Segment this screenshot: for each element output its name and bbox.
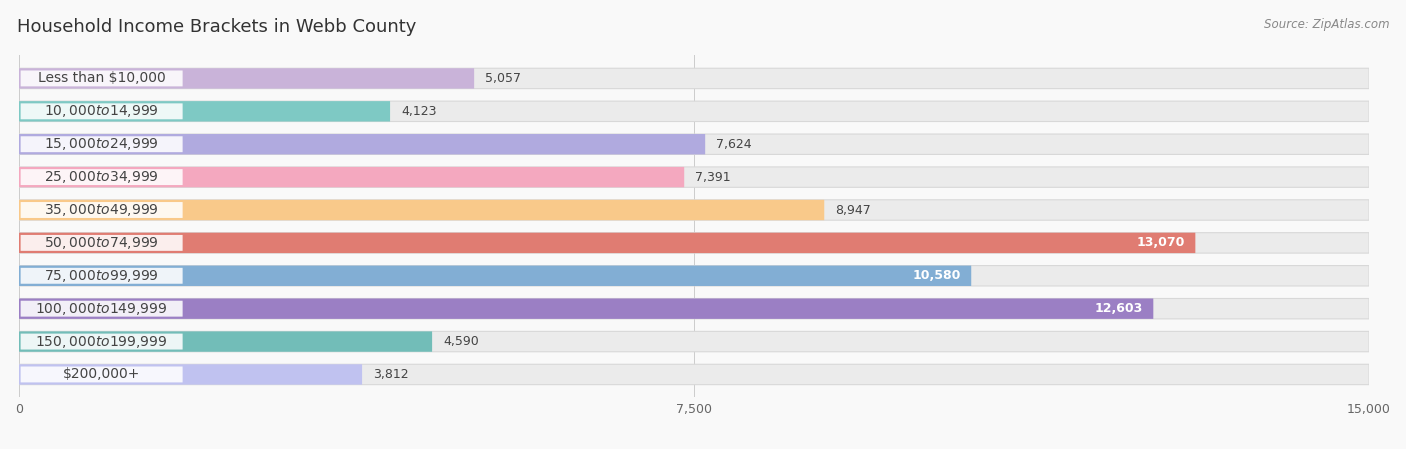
FancyBboxPatch shape	[21, 70, 183, 86]
FancyBboxPatch shape	[20, 233, 1369, 253]
FancyBboxPatch shape	[21, 202, 183, 218]
Text: $10,000 to $14,999: $10,000 to $14,999	[44, 103, 159, 119]
Text: $150,000 to $199,999: $150,000 to $199,999	[35, 334, 167, 350]
FancyBboxPatch shape	[21, 301, 183, 317]
FancyBboxPatch shape	[20, 200, 1369, 220]
Text: 7,624: 7,624	[716, 138, 752, 151]
FancyBboxPatch shape	[20, 266, 972, 286]
FancyBboxPatch shape	[20, 167, 1369, 187]
Text: $75,000 to $99,999: $75,000 to $99,999	[44, 268, 159, 284]
FancyBboxPatch shape	[20, 266, 1369, 286]
FancyBboxPatch shape	[20, 68, 474, 88]
FancyBboxPatch shape	[21, 366, 183, 383]
FancyBboxPatch shape	[20, 134, 1369, 154]
FancyBboxPatch shape	[20, 331, 1369, 352]
FancyBboxPatch shape	[20, 167, 685, 187]
FancyBboxPatch shape	[21, 235, 183, 251]
Text: 8,947: 8,947	[835, 203, 870, 216]
FancyBboxPatch shape	[20, 200, 824, 220]
Text: $25,000 to $34,999: $25,000 to $34,999	[44, 169, 159, 185]
Text: $15,000 to $24,999: $15,000 to $24,999	[44, 136, 159, 152]
Text: $100,000 to $149,999: $100,000 to $149,999	[35, 301, 167, 317]
Text: 13,070: 13,070	[1136, 236, 1184, 249]
Text: 5,057: 5,057	[485, 72, 522, 85]
Text: $50,000 to $74,999: $50,000 to $74,999	[44, 235, 159, 251]
FancyBboxPatch shape	[21, 103, 183, 119]
Text: 3,812: 3,812	[373, 368, 409, 381]
FancyBboxPatch shape	[21, 169, 183, 185]
FancyBboxPatch shape	[20, 101, 389, 122]
FancyBboxPatch shape	[20, 331, 432, 352]
Text: $200,000+: $200,000+	[63, 367, 141, 382]
Text: $35,000 to $49,999: $35,000 to $49,999	[44, 202, 159, 218]
FancyBboxPatch shape	[20, 68, 1369, 88]
FancyBboxPatch shape	[20, 299, 1369, 319]
Text: 7,391: 7,391	[695, 171, 731, 184]
FancyBboxPatch shape	[20, 134, 706, 154]
Text: 10,580: 10,580	[912, 269, 960, 282]
FancyBboxPatch shape	[21, 268, 183, 284]
Text: 4,590: 4,590	[443, 335, 478, 348]
Text: 4,123: 4,123	[401, 105, 436, 118]
FancyBboxPatch shape	[21, 334, 183, 349]
Text: Source: ZipAtlas.com: Source: ZipAtlas.com	[1264, 18, 1389, 31]
FancyBboxPatch shape	[20, 299, 1153, 319]
Text: Less than $10,000: Less than $10,000	[38, 71, 166, 85]
FancyBboxPatch shape	[20, 101, 1369, 122]
FancyBboxPatch shape	[20, 364, 1369, 385]
Text: 12,603: 12,603	[1094, 302, 1143, 315]
FancyBboxPatch shape	[20, 364, 363, 385]
Text: Household Income Brackets in Webb County: Household Income Brackets in Webb County	[17, 18, 416, 36]
FancyBboxPatch shape	[20, 233, 1195, 253]
FancyBboxPatch shape	[21, 136, 183, 152]
